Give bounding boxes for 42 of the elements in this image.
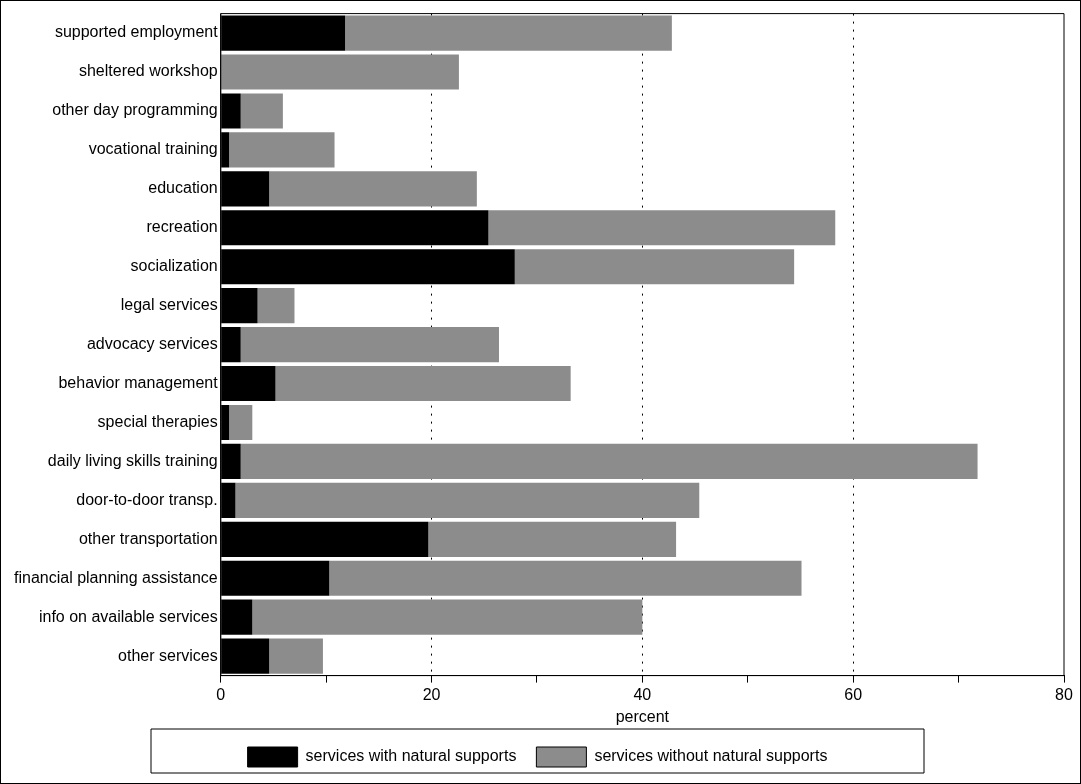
x-tick-label: 40 xyxy=(633,685,652,703)
y-tick-label: other services xyxy=(118,646,218,664)
bar xyxy=(269,171,477,207)
y-tick-label: sheltered workshop xyxy=(78,62,218,80)
bar xyxy=(235,482,700,518)
y-tick-label: supported employment xyxy=(54,23,219,41)
y-tick-label: behavior management xyxy=(58,373,219,391)
y-tick-label: education xyxy=(148,179,218,197)
bar xyxy=(257,288,295,324)
x-tick-label: 20 xyxy=(422,685,441,703)
bar xyxy=(221,54,459,90)
y-tick-label: advocacy services xyxy=(86,335,218,353)
bar xyxy=(329,560,802,596)
y-tick-label: special therapies xyxy=(97,412,218,430)
bar xyxy=(345,15,672,51)
bar xyxy=(240,93,283,129)
bar xyxy=(229,132,335,168)
y-tick-label: info on available services xyxy=(38,607,218,625)
y-tick-label: door-to-door transp. xyxy=(76,490,218,508)
bar xyxy=(229,404,253,441)
y-tick-label: daily living skills training xyxy=(47,451,218,469)
bar xyxy=(275,365,571,402)
x-tick-label: 0 xyxy=(216,685,226,703)
bar xyxy=(240,443,978,479)
bar xyxy=(240,327,499,363)
bar xyxy=(514,249,795,285)
y-tick-label: socialization xyxy=(130,257,218,275)
bar xyxy=(269,638,323,674)
y-tick-label: legal services xyxy=(120,296,218,314)
bar xyxy=(428,521,677,557)
y-tick-label: vocational training xyxy=(88,140,218,158)
legend-label: services without natural supports xyxy=(594,747,828,765)
y-tick-label: other transportation xyxy=(78,529,218,547)
y-tick-label: other day programming xyxy=(52,101,218,119)
bar xyxy=(488,210,836,246)
x-tick-label: 80 xyxy=(1055,685,1073,703)
y-tick-label: recreation xyxy=(146,218,218,236)
y-tick-label: financial planning assistance xyxy=(14,568,218,586)
legend-label: services with natural supports xyxy=(305,747,517,765)
x-tick-label: 60 xyxy=(844,685,863,703)
bar xyxy=(252,599,643,635)
x-axis-title: percent xyxy=(615,707,670,725)
